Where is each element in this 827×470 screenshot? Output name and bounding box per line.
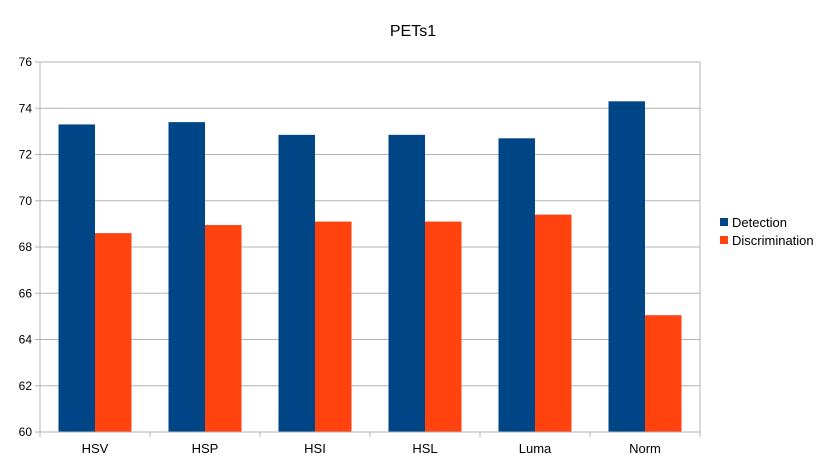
- x-tick-label: HSI: [304, 441, 326, 456]
- y-tick-label: 72: [19, 148, 33, 162]
- y-tick-label: 66: [19, 286, 33, 300]
- bar-detection-hsv: [58, 124, 95, 432]
- x-tick-label: HSP: [192, 441, 219, 456]
- legend-label-detection: Detection: [732, 215, 787, 230]
- x-tick-label: HSL: [412, 441, 437, 456]
- bar-detection-luma: [498, 138, 535, 432]
- y-tick-label: 62: [19, 379, 33, 393]
- bar-detection-hsl: [388, 134, 425, 432]
- chart-title: PETs1: [390, 23, 436, 40]
- y-tick-label: 74: [19, 101, 33, 115]
- bar-detection-hsp: [168, 122, 205, 432]
- x-tick-label: HSV: [82, 441, 109, 456]
- legend-swatch-discrimination: [720, 236, 728, 244]
- bar-discrimination-luma: [535, 214, 572, 432]
- grid-lines: [35, 61, 700, 433]
- bar-detection-hsi: [278, 134, 315, 432]
- y-tick-label: 76: [19, 55, 33, 69]
- y-tick-label: 64: [19, 333, 33, 347]
- bar-discrimination-hsv: [95, 233, 132, 432]
- bar-discrimination-hsi: [315, 221, 352, 432]
- legend: Detection Discrimination: [720, 215, 814, 248]
- axes: 60 62 64 66 68 70 72 74 76 HSV HSP HSI HSL Luma Norm: [19, 55, 701, 456]
- bars: [58, 101, 682, 432]
- x-tick-label: Norm: [629, 441, 661, 456]
- legend-swatch-detection: [720, 218, 728, 226]
- bar-discrimination-hsp: [205, 225, 242, 432]
- x-tick-label: Luma: [519, 441, 552, 456]
- legend-label-discrimination: Discrimination: [732, 233, 814, 248]
- bar-discrimination-norm: [645, 315, 682, 432]
- y-tick-label: 70: [19, 194, 33, 208]
- bar-detection-norm: [608, 101, 645, 432]
- y-tick-label: 60: [19, 425, 33, 439]
- bar-discrimination-hsl: [425, 221, 462, 432]
- y-tick-label: 68: [19, 240, 33, 254]
